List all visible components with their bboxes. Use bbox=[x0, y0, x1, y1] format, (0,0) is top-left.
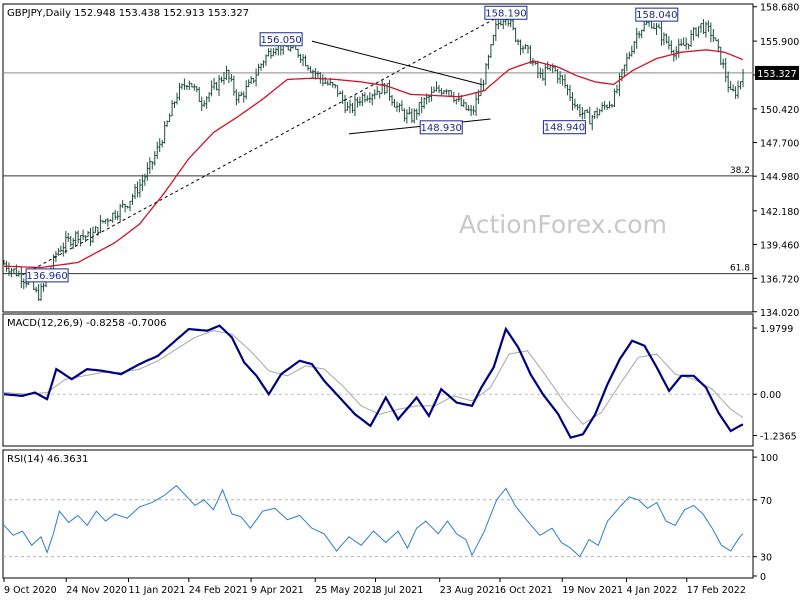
x-tick-label: 6 Oct 2021 bbox=[500, 585, 553, 596]
price-header: GBPJPY,Daily 152.948 153.438 152.913 153… bbox=[7, 8, 249, 19]
price-callout: 136.960 bbox=[25, 268, 69, 283]
trendline bbox=[348, 118, 491, 135]
fib-level-label: 61.8 bbox=[730, 264, 750, 274]
trendline bbox=[311, 40, 482, 85]
price-y-tick-label: 147.700 bbox=[760, 139, 799, 150]
watermark: ActionForex.com bbox=[459, 210, 667, 239]
price-callout-box bbox=[484, 5, 528, 20]
price-callout: 158.040 bbox=[635, 7, 679, 22]
x-tick-label: 9 Oct 2020 bbox=[4, 585, 57, 596]
price-y-tick-label: 139.460 bbox=[760, 240, 799, 251]
rsi-y-tick-label: 100 bbox=[760, 453, 778, 464]
price-callout-label: 158.040 bbox=[636, 10, 677, 21]
price-callout: 148.940 bbox=[542, 120, 586, 135]
macd-panel-frame bbox=[2, 313, 754, 447]
price-candles bbox=[2, 15, 745, 302]
dashed-trendline bbox=[22, 12, 507, 276]
x-tick-label: 4 Jan 2022 bbox=[626, 585, 677, 596]
moving-average-line bbox=[3, 49, 744, 269]
price-callout-label: 148.930 bbox=[421, 123, 462, 134]
trendlines bbox=[22, 12, 507, 276]
price-y-tick-label: 136.720 bbox=[760, 274, 799, 285]
rsi-line bbox=[3, 484, 744, 558]
current-price-box bbox=[755, 65, 799, 80]
macd-y-axis: 1.9799 0.00 -1.2365 bbox=[753, 324, 797, 443]
rsi-panel: RSI(14) 46.3631 100 70 30 0 bbox=[2, 449, 778, 583]
price-callout-box bbox=[259, 32, 303, 47]
x-tick-label: 25 May 2021 bbox=[315, 585, 377, 596]
price-callout: 148.930 bbox=[419, 120, 463, 135]
macd-y-tick-label: 0.00 bbox=[760, 390, 781, 401]
price-callout-label: 148.940 bbox=[544, 123, 585, 134]
x-tick-label: 19 Nov 2021 bbox=[562, 585, 623, 596]
x-tick-label: 11 Jan 2021 bbox=[128, 585, 185, 596]
price-callout-label: 156.050 bbox=[260, 35, 301, 46]
current-price-marker: 153.327 bbox=[755, 65, 799, 80]
x-axis: 9 Oct 2020 24 Nov 2020 11 Jan 2021 24 Feb 2… bbox=[3, 578, 746, 596]
price-callout: 158.190 bbox=[484, 5, 528, 20]
macd-line bbox=[3, 324, 744, 439]
price-callout-box bbox=[635, 7, 679, 22]
current-price-label: 153.327 bbox=[757, 69, 796, 80]
price-panel-frame bbox=[2, 3, 754, 313]
x-tick-label: 17 Feb 2022 bbox=[687, 585, 746, 596]
rsi-y-tick-label: 0 bbox=[760, 572, 766, 583]
rsi-y-tick-label: 30 bbox=[760, 553, 772, 564]
price-callout-label: 136.960 bbox=[26, 271, 67, 282]
rsi-grid bbox=[3, 499, 753, 558]
price-y-axis: 158.680155.900153.160150.420147.700144.9… bbox=[753, 3, 799, 319]
price-y-tick-label: 142.180 bbox=[760, 207, 799, 218]
price-callout-box bbox=[25, 268, 69, 283]
rsi-y-axis: 100 70 30 0 bbox=[753, 453, 778, 583]
price-callout-box bbox=[542, 120, 586, 135]
price-y-tick-label: 150.420 bbox=[760, 105, 799, 116]
x-tick-label: 23 Aug 2021 bbox=[440, 585, 501, 596]
rsi-header: RSI(14) 46.3631 bbox=[7, 454, 88, 465]
rsi-y-tick-label: 70 bbox=[760, 496, 772, 507]
price-panel: 38.2 61.8 156.050 158.190 158.040 148.930 148… bbox=[2, 3, 799, 319]
macd-header: MACD(12,26,9) -0.8258 -0.7006 bbox=[7, 318, 167, 329]
price-y-tick-label: 158.680 bbox=[760, 3, 799, 14]
macd-y-tick-label: 1.9799 bbox=[760, 324, 793, 335]
macd-panel: MACD(12,26,9) -0.8258 -0.7006 1.9799 0.00… bbox=[2, 313, 797, 447]
price-labels: 156.050 158.190 158.040 148.930 148.940 136.9… bbox=[25, 5, 679, 283]
x-tick-label: 24 Feb 2021 bbox=[189, 585, 248, 596]
fib-level-label: 38.2 bbox=[730, 166, 750, 176]
price-y-tick-label: 144.980 bbox=[760, 172, 799, 183]
x-tick-label: 24 Nov 2020 bbox=[66, 585, 127, 596]
macd-y-tick-label: -1.2365 bbox=[760, 432, 797, 443]
x-tick-label: 8 Jul 2021 bbox=[376, 585, 424, 596]
price-callout-label: 158.190 bbox=[485, 8, 526, 19]
price-callout-box bbox=[419, 120, 463, 135]
price-callout: 156.050 bbox=[259, 32, 303, 47]
x-tick-label: 9 Apr 2021 bbox=[251, 585, 304, 596]
price-y-tick-label: 134.020 bbox=[760, 308, 799, 319]
price-horizontal-lines: 38.2 61.8 bbox=[3, 72, 753, 275]
price-y-tick-label: 155.900 bbox=[760, 37, 799, 48]
